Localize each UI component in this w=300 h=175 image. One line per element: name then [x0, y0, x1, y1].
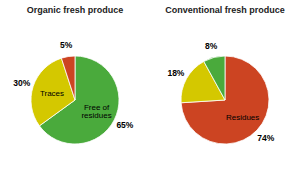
pie-slice: [204, 56, 225, 100]
slice-label: Traces: [40, 89, 64, 98]
data-label: 30%: [13, 78, 30, 88]
labels: Residues 74% 18% 8%: [167, 41, 274, 144]
slice-label: Residues: [226, 113, 259, 122]
wedges: [31, 56, 119, 144]
labels: Free ofresidues 65% Traces 30% 5%: [13, 40, 134, 131]
pie-panel: Conventional fresh produce Residues 74% 18%…: [165, 5, 285, 144]
data-label: 65%: [116, 120, 133, 130]
chart-title: Organic fresh produce: [27, 5, 124, 15]
chart-title: Conventional fresh produce: [165, 5, 285, 15]
data-label: 5%: [60, 40, 73, 50]
pie-slice: [181, 56, 269, 144]
data-label: 8%: [205, 41, 218, 51]
data-label: 18%: [167, 68, 184, 78]
data-label: 74%: [257, 133, 274, 143]
figure: Organic fresh produce Free ofresidues 65% T…: [0, 0, 300, 175]
pie-panel: Organic fresh produce Free ofresidues 65% T…: [13, 5, 134, 144]
slice-label: Free ofresidues: [81, 103, 111, 121]
wedges: [181, 56, 269, 144]
